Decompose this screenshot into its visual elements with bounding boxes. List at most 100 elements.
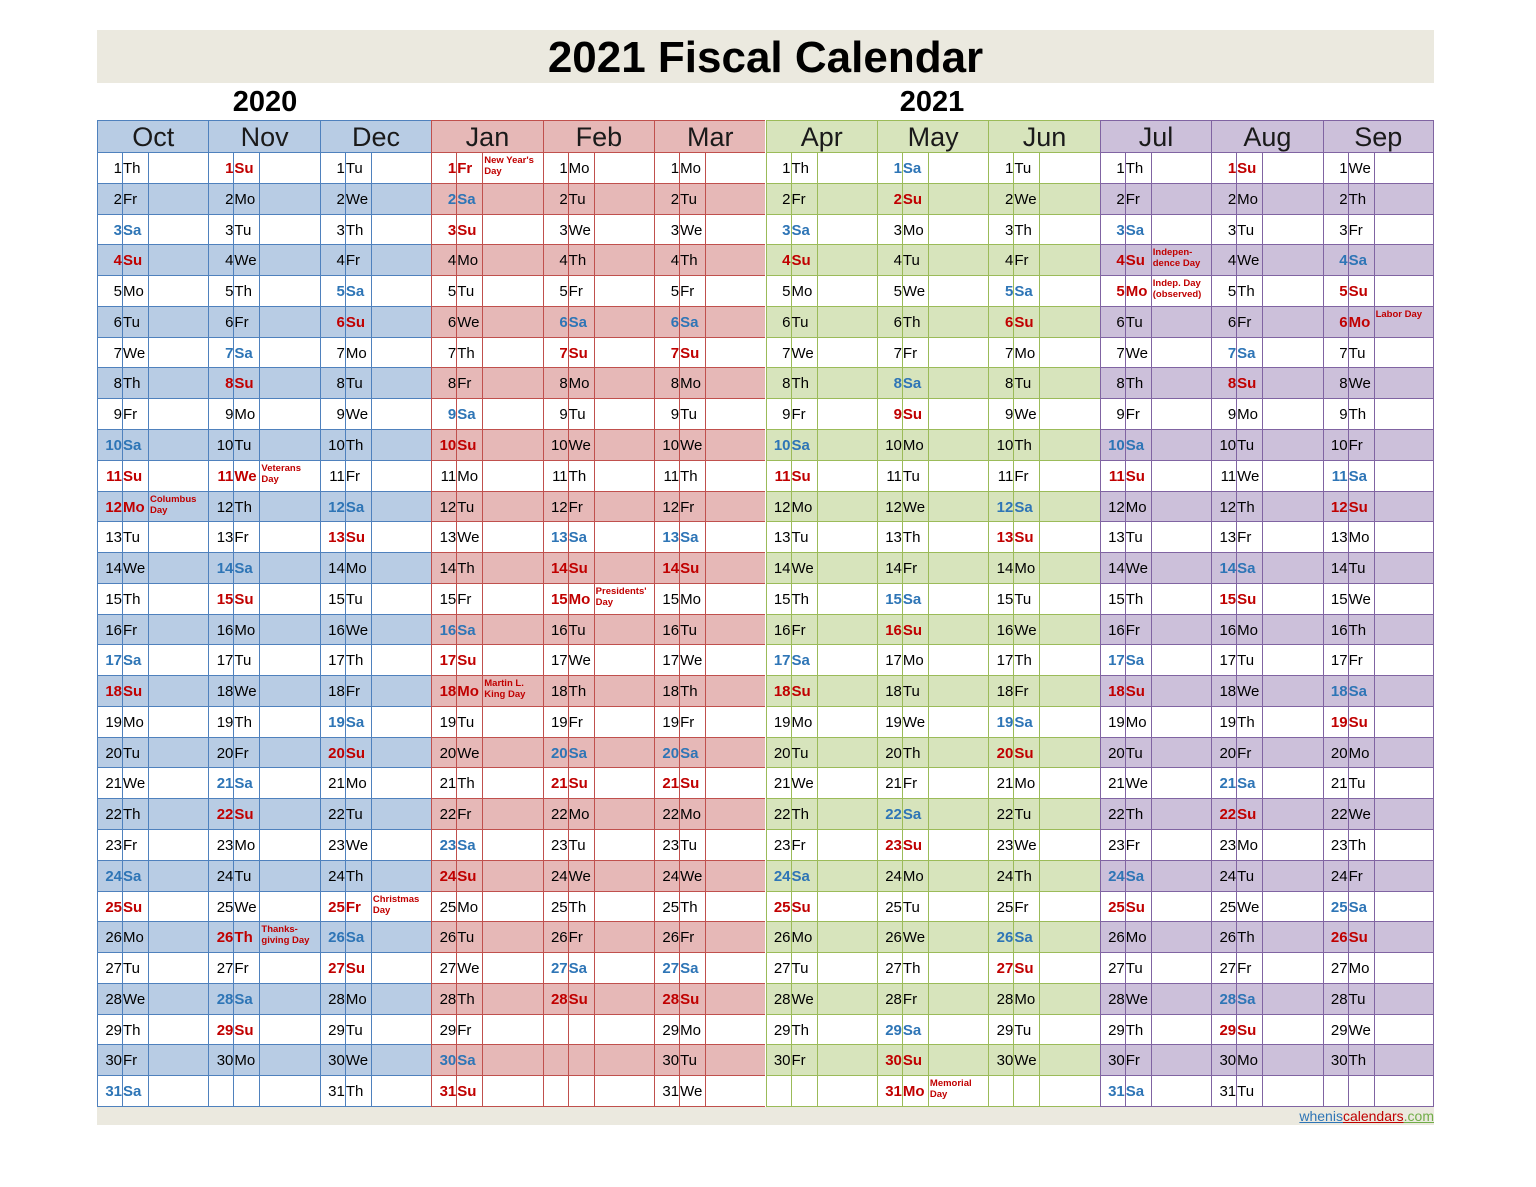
day-number: 25 xyxy=(439,898,457,916)
cell-divider xyxy=(456,1045,458,1076)
cell-divider xyxy=(927,368,929,399)
holiday-label: Veterans Day xyxy=(261,462,302,485)
cell-divider xyxy=(1236,429,1238,460)
weekday-label: Su xyxy=(791,467,811,485)
weekday-label: We xyxy=(902,498,926,516)
weekday-label: Th xyxy=(234,498,252,516)
day-number: 28 xyxy=(1330,990,1348,1008)
cell-divider xyxy=(816,614,818,645)
day-cell: 6 Mo Labor Day xyxy=(1323,306,1433,338)
day-cell: 4 We xyxy=(1212,245,1323,277)
weekday-label: Th xyxy=(1125,375,1144,393)
site-credit-link[interactable]: wheniscalendars.com xyxy=(1299,1108,1434,1124)
weekday-label: We xyxy=(1237,252,1260,270)
cell-divider xyxy=(456,953,458,983)
day-number: 24 xyxy=(885,867,902,885)
day-cell: 28 Su xyxy=(543,983,655,1015)
weekday-label: We xyxy=(1125,560,1148,578)
day-cell: 14 Su xyxy=(655,553,766,584)
cell-divider xyxy=(1373,399,1375,429)
day-number: 21 xyxy=(439,775,457,793)
cell-divider xyxy=(790,183,792,214)
day-cell: 24 Tu xyxy=(209,860,320,892)
weekday-label: Tu xyxy=(123,529,140,547)
weekday-label: We xyxy=(902,713,926,731)
cell-divider xyxy=(816,399,818,429)
day-number: 15 xyxy=(550,590,568,608)
weekday-label: Sa xyxy=(791,221,810,239)
weekday-label: Fr xyxy=(1237,960,1252,978)
cell-divider xyxy=(259,553,261,583)
cell-divider xyxy=(901,614,903,645)
weekday-label: We xyxy=(1125,344,1148,362)
day-cell: 15 Sa xyxy=(877,583,989,615)
weekday-label: Th xyxy=(1237,283,1255,301)
weekday-label: Tu xyxy=(345,160,363,177)
cell-divider xyxy=(1373,553,1375,583)
day-cell: 6 Tu xyxy=(98,306,209,338)
day-cell: 5 Tu xyxy=(432,276,543,307)
weekday-label: Th xyxy=(123,590,141,608)
day-cell: 2 Tu xyxy=(543,183,655,215)
cell-divider xyxy=(1373,645,1375,676)
day-number: 9 xyxy=(782,406,791,424)
weekday-label: Tu xyxy=(345,806,363,824)
weekday-label: We xyxy=(457,529,480,547)
day-number: 10 xyxy=(550,436,568,454)
weekday-label: Fr xyxy=(457,160,473,177)
cell-divider xyxy=(705,553,707,583)
day-cell: 7 Tu xyxy=(1323,337,1433,369)
cell-divider xyxy=(122,583,123,614)
cell-divider xyxy=(901,583,903,614)
cell-divider xyxy=(344,368,346,399)
cell-divider xyxy=(1262,214,1264,245)
day-cell: 16 Mo xyxy=(209,614,320,646)
day-number: 30 xyxy=(105,1052,122,1070)
day-number: 14 xyxy=(885,560,902,578)
cell-divider xyxy=(816,337,818,368)
day-number: 12 xyxy=(216,498,234,516)
day-number: 22 xyxy=(885,806,902,824)
cell-divider xyxy=(901,214,903,245)
day-cell: 3 Mo xyxy=(877,214,989,246)
weekday-label: Sa xyxy=(234,560,253,578)
weekday-label: Sa xyxy=(1125,652,1145,670)
day-cell: 16 Fr xyxy=(766,614,877,646)
cell-divider xyxy=(1039,245,1041,276)
day-cell: 14 Sa xyxy=(1212,553,1323,584)
day-cell: 18 We xyxy=(1212,676,1323,707)
cell-divider xyxy=(456,645,458,676)
day-number: 15 xyxy=(662,590,680,608)
cell-divider xyxy=(122,953,123,983)
weekday-label: Sa xyxy=(1125,867,1145,885)
day-cell: 2 We xyxy=(320,183,432,215)
weekday-label: Su xyxy=(123,683,143,701)
cell-divider xyxy=(1347,830,1349,860)
cell-divider xyxy=(1124,183,1126,214)
cell-divider xyxy=(122,706,123,737)
day-number: 22 xyxy=(773,806,791,824)
day-number: 13 xyxy=(885,529,902,547)
cell-divider xyxy=(816,183,818,214)
cell-divider xyxy=(1124,830,1126,860)
weekday-label: Fr xyxy=(123,190,138,208)
cell-divider xyxy=(927,1076,929,1106)
cell-divider xyxy=(593,276,595,306)
day-number: 9 xyxy=(1004,406,1014,424)
cell-divider xyxy=(1262,676,1264,706)
weekday-label: Fr xyxy=(1237,744,1252,762)
weekday-label: Su xyxy=(902,406,923,424)
cell-divider xyxy=(679,768,681,799)
weekday-label: Fr xyxy=(1014,467,1029,485)
day-cell: 17 Sa xyxy=(766,645,877,677)
day-cell: 26 Sa xyxy=(320,922,432,954)
day-cell: 7 We xyxy=(98,337,209,369)
cell-divider xyxy=(790,306,792,337)
weekday-label: Sa xyxy=(680,960,699,978)
weekday-label: Th xyxy=(1125,590,1144,608)
weekday-label: We xyxy=(791,990,814,1008)
weekday-label: Mo xyxy=(345,775,367,793)
cell-divider xyxy=(122,306,123,337)
cell-divider xyxy=(1373,1076,1375,1106)
day-cell: 22 Mo xyxy=(543,799,655,831)
